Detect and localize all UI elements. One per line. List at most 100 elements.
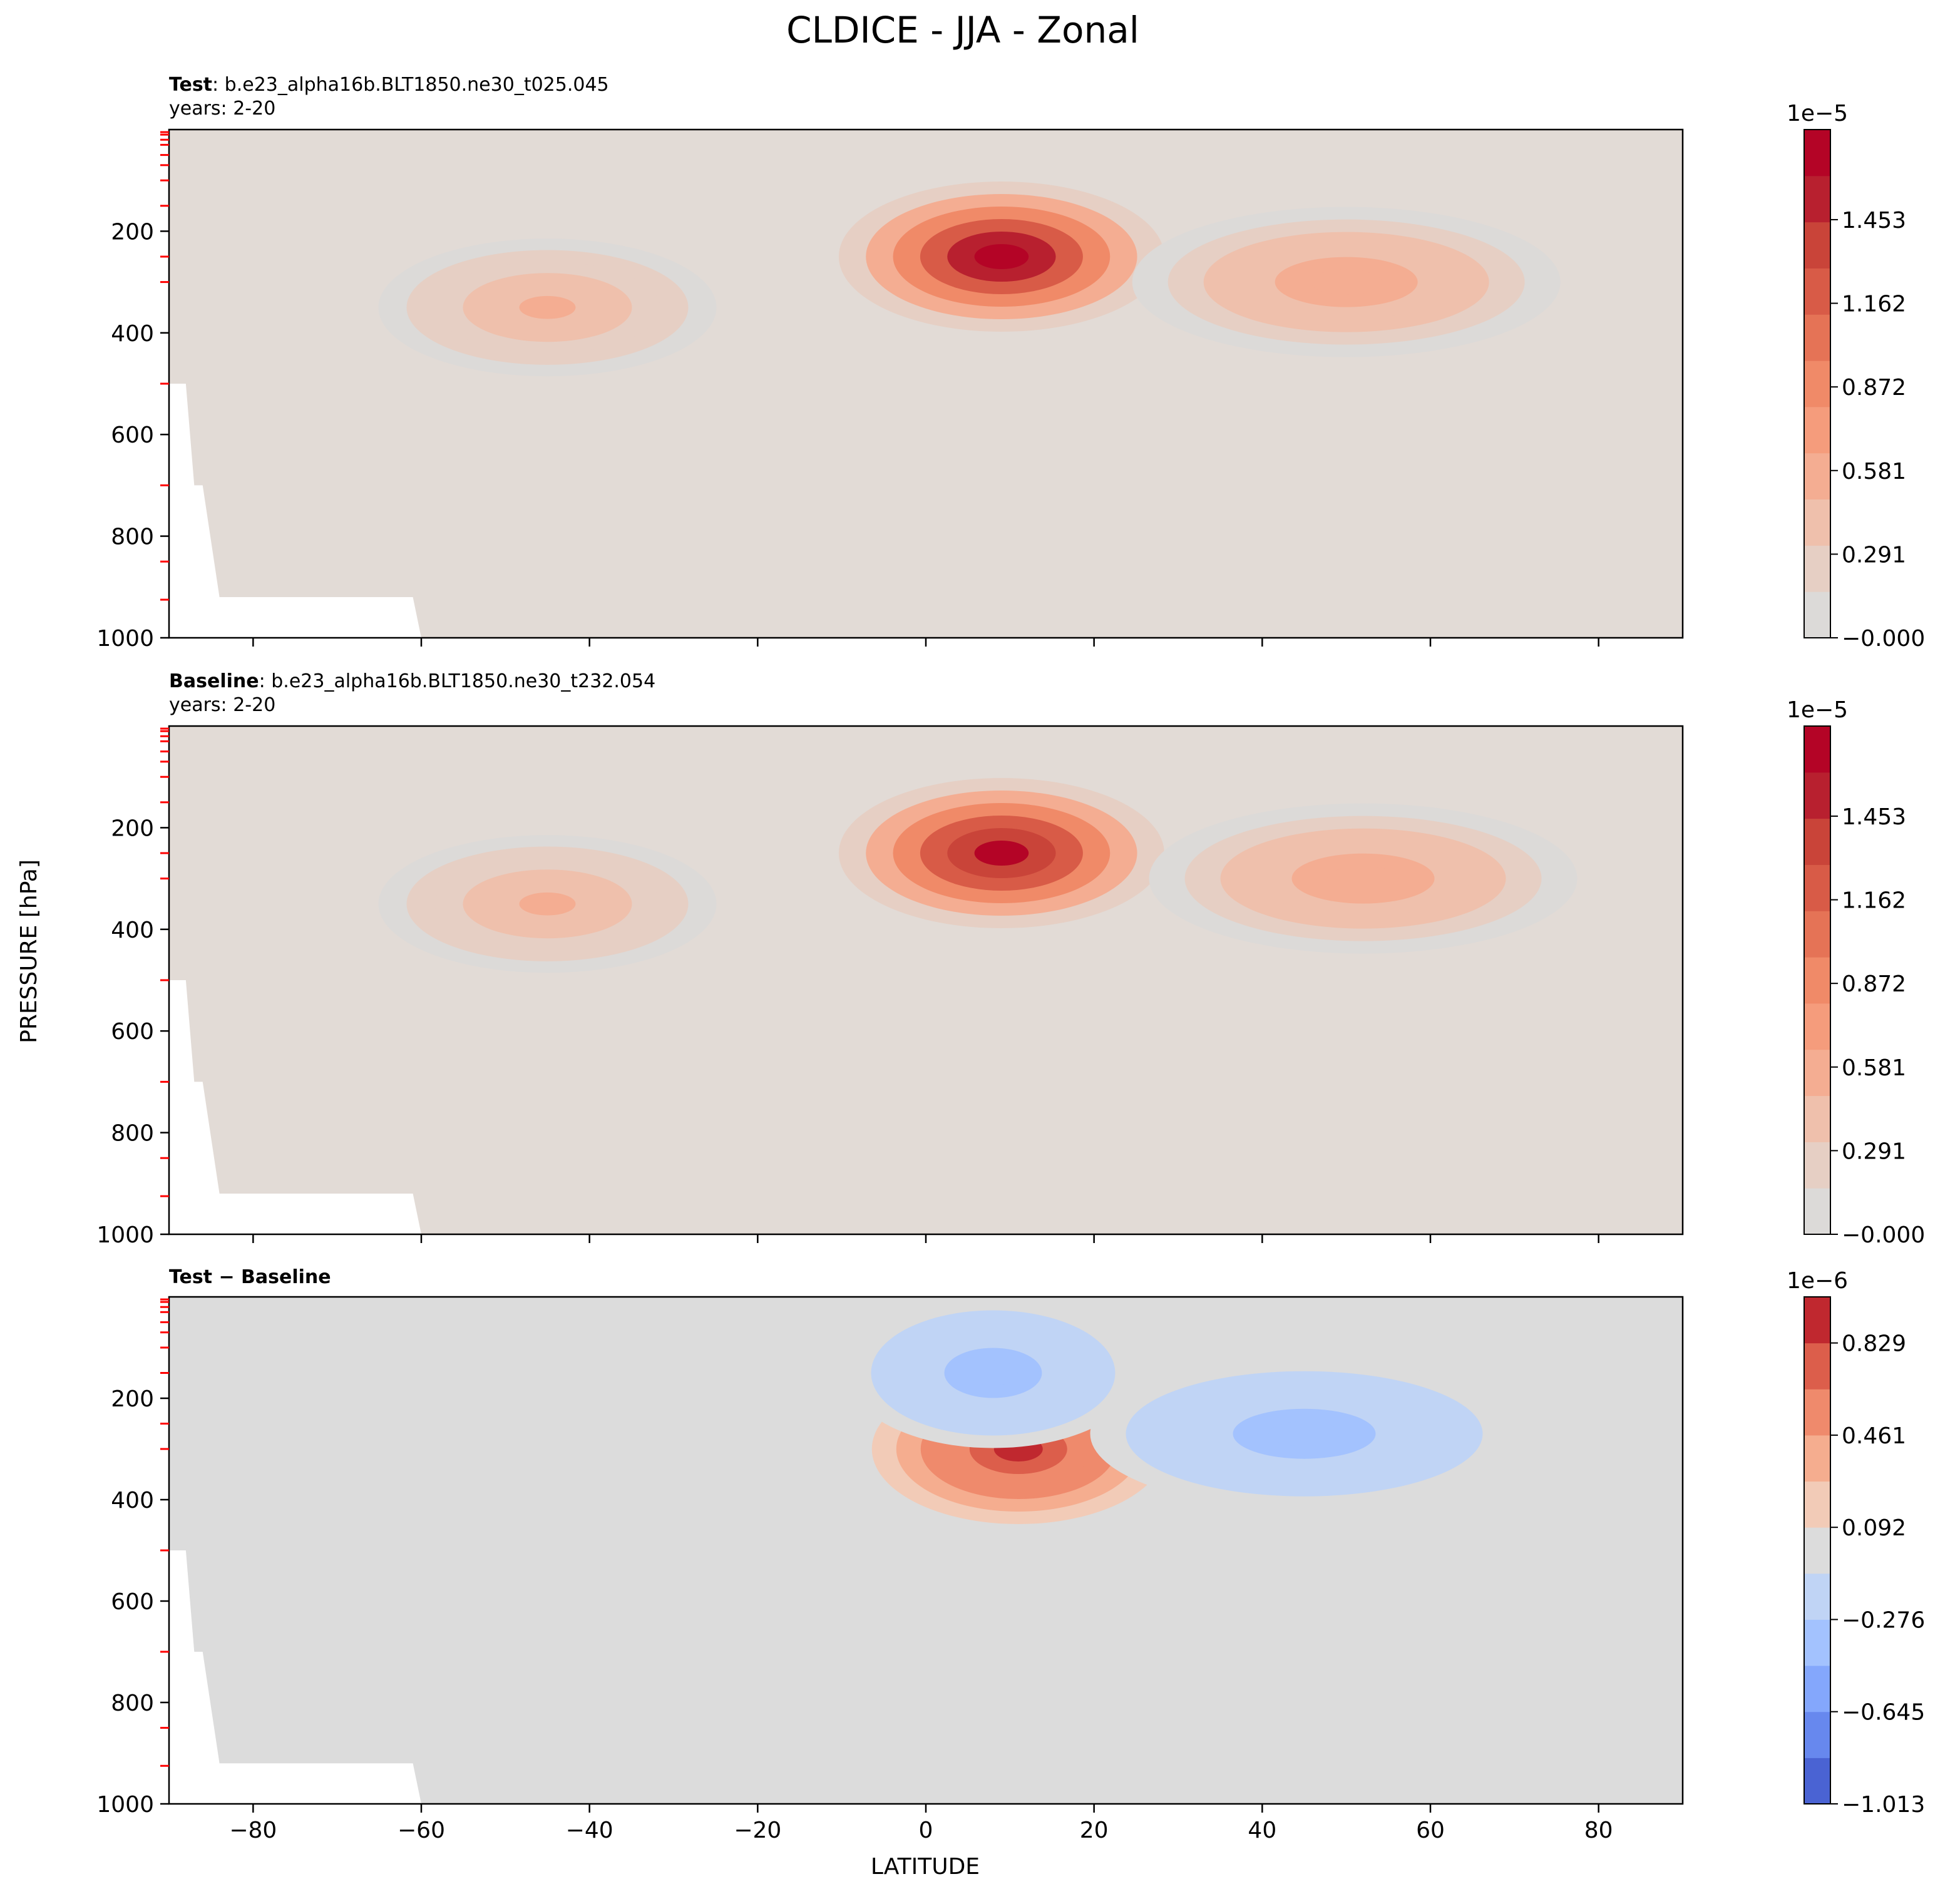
contour-layer bbox=[378, 778, 1578, 973]
x-axis-label: LATITUDE bbox=[871, 1854, 980, 1880]
contour-tropical-upper-tropospheric-maximum bbox=[974, 244, 1029, 269]
colorbar-tick-label: −0.000 bbox=[1842, 626, 1925, 652]
colorbar-tick-label: 0.291 bbox=[1842, 542, 1906, 568]
colorbar-exponent: 1e−5 bbox=[1787, 101, 1848, 126]
panel-diff: 200 400 600 800 1000 −80 −60 −40 −20 0 20 40 60 80 Tes… bbox=[96, 1266, 1925, 1843]
panel-subtitle: years: 2-20 bbox=[169, 694, 275, 716]
y-tick-label: 600 bbox=[111, 1019, 154, 1045]
x-tick-label: 40 bbox=[1248, 1818, 1276, 1843]
colorbar-tick-label: −1.013 bbox=[1842, 1792, 1925, 1818]
colorbar-segment bbox=[1804, 1711, 1830, 1758]
panel-title-bold: Baseline bbox=[169, 670, 259, 692]
colorbar-tick-label: 0.461 bbox=[1842, 1423, 1906, 1449]
colorbar-segment bbox=[1804, 818, 1830, 865]
topography-mask bbox=[169, 1550, 421, 1804]
colorbar-segment bbox=[1804, 1527, 1830, 1574]
red-pressure-ticks bbox=[160, 131, 169, 601]
colorbar-tick-label: −0.276 bbox=[1842, 1607, 1925, 1633]
panel-title: Test: b.e23_alpha16b.BLT1850.ne30_t025.0… bbox=[169, 74, 609, 96]
colorbar-segment bbox=[1804, 1758, 1830, 1804]
figure-title: CLDICE - JJA - Zonal bbox=[786, 9, 1139, 51]
y-tick-label: 1000 bbox=[96, 626, 154, 652]
x-tick-label: 20 bbox=[1080, 1818, 1109, 1843]
y-tick-label: 200 bbox=[111, 1386, 154, 1412]
x-tick-label: −20 bbox=[734, 1818, 781, 1843]
contour-layer bbox=[846, 1298, 1519, 1524]
colorbar-exponent: 1e−6 bbox=[1787, 1268, 1848, 1294]
y-tick-label: 1000 bbox=[96, 1222, 154, 1248]
colorbar-diff: −1.013 −0.645 −0.276 0.092 0.461 0.829 1e−6 bbox=[1787, 1268, 1925, 1818]
colorbar-segment bbox=[1804, 1435, 1830, 1482]
y-tick-label: 800 bbox=[111, 1691, 154, 1716]
panel-title-bold: Test − Baseline bbox=[169, 1266, 331, 1288]
colorbar-frame bbox=[1804, 1296, 1831, 1804]
colorbar-segment bbox=[1804, 957, 1830, 1004]
y-tick-label: 800 bbox=[111, 525, 154, 550]
x-tick-label: 80 bbox=[1584, 1818, 1613, 1843]
colorbar-tick-label: 0.581 bbox=[1842, 459, 1906, 484]
colorbar-tick-label: 0.872 bbox=[1842, 971, 1906, 997]
colorbar-segment bbox=[1804, 314, 1830, 361]
contour-negative-northern-difference bbox=[1268, 1421, 1340, 1446]
colorbar-segment bbox=[1804, 1619, 1830, 1666]
colorbar-tick-label: −0.000 bbox=[1842, 1222, 1925, 1248]
y-tick-label: 1000 bbox=[96, 1792, 154, 1818]
y-tick-label: 400 bbox=[111, 1488, 154, 1513]
y-tick-label: 200 bbox=[111, 816, 154, 841]
colorbar-tick-label: 1.453 bbox=[1842, 208, 1906, 233]
colorbar-segment bbox=[1804, 406, 1830, 454]
panel-title-rest: : b.e23_alpha16b.BLT1850.ne30_t232.054 bbox=[259, 670, 656, 692]
colorbar-frame bbox=[1804, 725, 1831, 1235]
colorbar-tick-label: 0.092 bbox=[1842, 1515, 1906, 1541]
y-tick-label: 600 bbox=[111, 422, 154, 448]
colorbar-segment bbox=[1804, 591, 1830, 638]
panel-title-rest: : b.e23_alpha16b.BLT1850.ne30_t025.045 bbox=[212, 74, 609, 96]
colorbar-tick-label: 1.162 bbox=[1842, 292, 1906, 317]
x-tick-label: 60 bbox=[1416, 1818, 1445, 1843]
colorbar-segment bbox=[1804, 545, 1830, 592]
colorbar-segment bbox=[1804, 175, 1830, 223]
colorbar-segment bbox=[1804, 1573, 1830, 1620]
y-tick-label: 800 bbox=[111, 1121, 154, 1147]
contour-northern-mid-latitude-feature bbox=[1310, 269, 1382, 295]
contour-layer bbox=[378, 182, 1561, 377]
colorbar-segment bbox=[1804, 222, 1830, 269]
colorbar-segment bbox=[1804, 1666, 1830, 1712]
colorbar-tick-label: 0.581 bbox=[1842, 1055, 1906, 1081]
topography-mask bbox=[169, 980, 421, 1234]
colorbar-segment bbox=[1804, 268, 1830, 315]
colorbar-segment bbox=[1804, 864, 1830, 911]
colorbar-segment bbox=[1804, 1142, 1830, 1189]
colorbar-segment bbox=[1804, 772, 1830, 819]
panel-title: Test − Baseline bbox=[169, 1266, 331, 1288]
colorbar-tick-label: 1.162 bbox=[1842, 888, 1906, 914]
x-tick-label: −80 bbox=[229, 1818, 277, 1843]
contour-northern-mid-latitude-feature bbox=[1327, 866, 1399, 891]
colorbar-tick-label: 0.872 bbox=[1842, 375, 1906, 401]
y-tick-label: 400 bbox=[111, 321, 154, 347]
y-tick-label: 400 bbox=[111, 918, 154, 943]
y-tick-label: 600 bbox=[111, 1589, 154, 1615]
topography-mask bbox=[169, 384, 421, 638]
colorbar-segment bbox=[1804, 1343, 1830, 1390]
colorbar-segment bbox=[1804, 361, 1830, 407]
colorbar-segment bbox=[1804, 1389, 1830, 1436]
red-pressure-ticks bbox=[160, 1298, 169, 1767]
colorbar-exponent: 1e−5 bbox=[1787, 697, 1848, 723]
colorbar-segment bbox=[1804, 1481, 1830, 1528]
red-pressure-ticks bbox=[160, 727, 169, 1197]
colorbar-frame bbox=[1804, 129, 1831, 638]
contour-tropical-upper-tropospheric-maximum bbox=[974, 841, 1029, 866]
y-tick-label: 200 bbox=[111, 219, 154, 245]
colorbar-segment bbox=[1804, 1003, 1830, 1050]
contour-southern-mid-latitude-feature bbox=[519, 892, 576, 916]
colorbar-baseline: −0.000 0.291 0.581 0.872 1.162 1.453 1e−5 bbox=[1787, 697, 1925, 1248]
colorbar-segment bbox=[1804, 130, 1830, 177]
colorbar-segment bbox=[1804, 1095, 1830, 1142]
colorbar-segment bbox=[1804, 499, 1830, 546]
colorbar-test: −0.000 0.291 0.581 0.872 1.162 1.453 1e−5 bbox=[1787, 101, 1925, 652]
panel-subtitle: years: 2-20 bbox=[169, 98, 275, 120]
x-tick-label: −40 bbox=[566, 1818, 613, 1843]
x-tick-label: 0 bbox=[919, 1818, 933, 1843]
